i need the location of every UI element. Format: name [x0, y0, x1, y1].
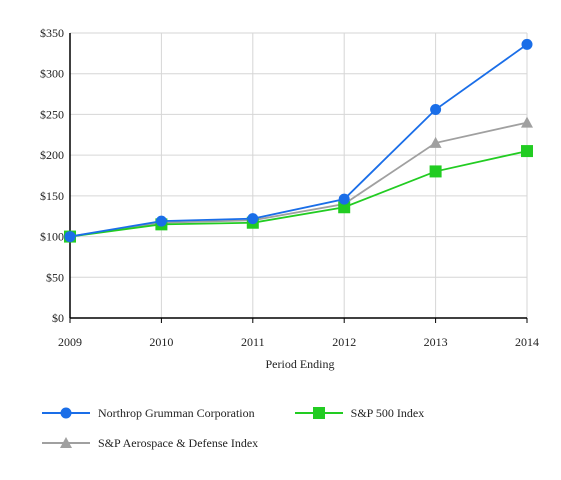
y-tick-label: $250 [40, 107, 64, 121]
data-point [64, 231, 76, 243]
legend-swatch-aerospace [42, 437, 90, 448]
data-point [247, 213, 259, 225]
series-line [69, 150, 528, 238]
legend: Northrop Grumman Corporation S&P 500 Ind… [42, 398, 542, 458]
series-0 [64, 38, 533, 243]
series-layer [64, 38, 533, 243]
data-point [338, 193, 350, 205]
legend-item-northrop: Northrop Grumman Corporation [42, 406, 255, 421]
axes [69, 33, 528, 323]
grid-lines [70, 32, 528, 319]
legend-swatch-northrop [42, 407, 90, 419]
data-point [521, 38, 533, 50]
y-tick-label: $0 [52, 311, 64, 325]
x-tick-label: 2012 [332, 335, 356, 349]
data-point [155, 215, 167, 227]
x-tick-label: 2010 [149, 335, 173, 349]
y-tick-label: $150 [40, 189, 64, 203]
series-1 [64, 145, 533, 243]
series-line [69, 121, 528, 238]
legend-label-northrop: Northrop Grumman Corporation [98, 405, 255, 420]
y-tick-label: $300 [40, 67, 64, 81]
x-tick-label: 2011 [241, 335, 265, 349]
data-point [338, 201, 351, 214]
data-point [429, 165, 442, 178]
series-line [69, 43, 528, 238]
data-point [429, 136, 442, 148]
data-point [521, 145, 533, 158]
x-axis-title: Period Ending [266, 357, 335, 371]
x-axis-tick-labels: 2009 2010 2011 2012 2013 2014 [58, 335, 539, 349]
y-tick-label: $50 [46, 270, 64, 284]
y-tick-label: $100 [40, 230, 64, 244]
x-tick-label: 2013 [424, 335, 448, 349]
legend-label-aerospace: S&P Aerospace & Defense Index [98, 435, 259, 450]
x-tick-label: 2009 [58, 335, 82, 349]
series-2 [64, 116, 533, 242]
legend-row-1: Northrop Grumman Corporation S&P 500 Ind… [42, 398, 542, 428]
x-tick-label: 2014 [515, 335, 539, 349]
legend-item-aerospace: S&P Aerospace & Defense Index [42, 436, 258, 451]
legend-swatch-sp500 [294, 407, 343, 419]
y-tick-label: $200 [40, 148, 64, 162]
data-point [521, 116, 533, 128]
data-point [430, 104, 442, 116]
y-axis-tick-labels: $0 $50 $100 $150 $200 $250 $300 $350 [40, 26, 64, 325]
legend-row-2: S&P Aerospace & Defense Index [42, 428, 542, 458]
legend-item-sp500: S&P 500 Index [294, 405, 425, 421]
y-tick-label: $350 [40, 26, 64, 40]
line-chart: $0$50$100$150$200$250$300$350 2009 2010 20… [40, 26, 539, 371]
legend-label-sp500: S&P 500 Index [350, 405, 425, 420]
